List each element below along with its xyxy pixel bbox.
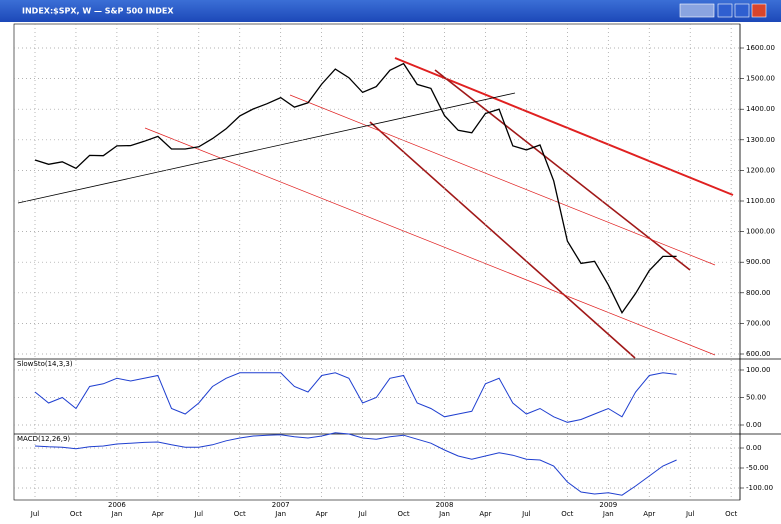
x-tick-label: Oct <box>725 510 737 518</box>
y-tick-label: -50.00 <box>746 464 769 472</box>
y-tick-label: 1400.00 <box>746 105 775 113</box>
y-tick-label: 100.00 <box>746 366 771 374</box>
x-year-label: 2009 <box>599 501 617 509</box>
x-tick-label: Jul <box>685 510 695 518</box>
x-tick-label: Jan <box>438 510 450 518</box>
x-tick-label: Oct <box>234 510 246 518</box>
x-tick-label: Jan <box>274 510 286 518</box>
x-year-label: 2007 <box>272 501 290 509</box>
panel-title: SlowSto(14,3,3) <box>17 360 73 368</box>
y-tick-label: 50.00 <box>746 394 766 402</box>
toolbar-button[interactable] <box>679 3 715 18</box>
close-button[interactable] <box>751 3 767 18</box>
y-tick-label: -100.00 <box>746 484 773 492</box>
y-tick-label: 1500.00 <box>746 75 775 83</box>
y-tick-label: 1200.00 <box>746 166 775 174</box>
x-tick-label: Apr <box>316 510 328 518</box>
x-tick-label: Jan <box>602 510 614 518</box>
x-year-label: 2008 <box>436 501 454 509</box>
y-tick-label: 1000.00 <box>746 228 775 236</box>
x-tick-label: Jul <box>357 510 367 518</box>
y-tick-label: 1100.00 <box>746 197 775 205</box>
x-year-label: 2006 <box>108 501 126 509</box>
x-tick-label: Oct <box>397 510 409 518</box>
y-tick-label: 0.00 <box>746 421 762 429</box>
series-line <box>34 62 677 314</box>
y-tick-label: 800.00 <box>746 289 771 297</box>
y-tick-label: 1300.00 <box>746 136 775 144</box>
title-bar <box>0 0 781 22</box>
plot: Jul Oct Jan Apr Jul Oct Jan Apr Jul Oct Jan Apr Jul O… <box>14 24 775 518</box>
y-tick-label: 1600.00 <box>746 44 775 52</box>
minimize-button[interactable] <box>717 3 733 18</box>
series-line <box>34 372 677 423</box>
x-tick-label: Oct <box>70 510 82 518</box>
x-tick-label: Jan <box>111 510 123 518</box>
x-tick-label: Jul <box>194 510 204 518</box>
x-tick-label: Jul <box>30 510 40 518</box>
maximize-button[interactable] <box>734 3 750 18</box>
y-tick-label: 700.00 <box>746 319 771 327</box>
x-tick-label: Oct <box>561 510 573 518</box>
x-tick-label: Apr <box>643 510 655 518</box>
y-tick-label: 0.00 <box>746 444 762 452</box>
y-tick-label: 600.00 <box>746 350 771 358</box>
x-tick-label: Apr <box>479 510 491 518</box>
y-tick-label: 900.00 <box>746 258 771 266</box>
panel-title: MACD(12,26,9) <box>17 435 70 443</box>
trendlines <box>17 57 734 359</box>
x-tick-label: Apr <box>152 510 164 518</box>
series-line <box>34 432 677 496</box>
window-title: INDEX:$SPX, W — S&P 500 INDEX <box>22 7 174 16</box>
x-tick-label: Jul <box>521 510 531 518</box>
